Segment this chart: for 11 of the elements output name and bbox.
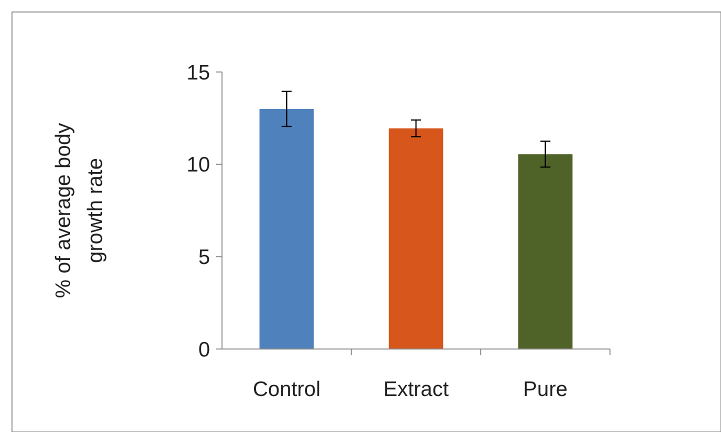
- y-tick-label: 10: [186, 154, 210, 177]
- y-tick-label: 15: [186, 61, 210, 84]
- y-tick-label: 5: [198, 246, 210, 270]
- x-tick-label: Extract: [383, 378, 449, 401]
- y-axis-title: % of average body growth rate: [52, 122, 107, 298]
- x-tick-label: Pure: [523, 378, 568, 401]
- y-tick-label: 0: [198, 338, 210, 362]
- x-tick-label: Control: [252, 378, 321, 401]
- bar: [260, 108, 314, 349]
- bar: [518, 154, 572, 349]
- bar: [388, 128, 444, 349]
